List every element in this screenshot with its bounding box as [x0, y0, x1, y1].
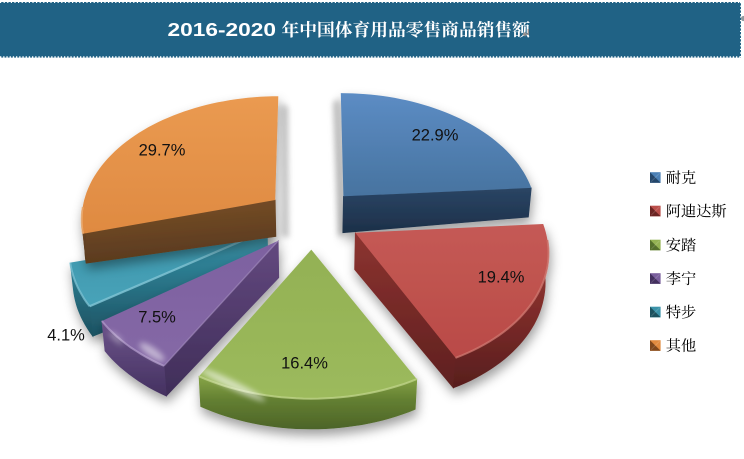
- svg-text:4.1%: 4.1%: [47, 327, 85, 345]
- svg-text:16.4%: 16.4%: [281, 355, 328, 373]
- svg-text:2016-2020: 2016-2020: [168, 20, 277, 40]
- svg-text:19.4%: 19.4%: [478, 269, 525, 287]
- svg-text:7.5%: 7.5%: [138, 309, 176, 327]
- svg-text:22.9%: 22.9%: [412, 127, 459, 145]
- svg-text:29.7%: 29.7%: [139, 142, 186, 160]
